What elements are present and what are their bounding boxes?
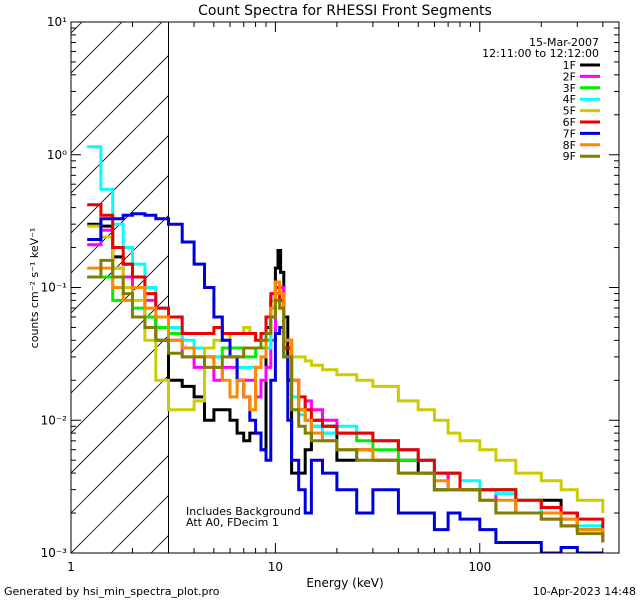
hatch-line	[110, 494, 169, 553]
series-9F	[87, 258, 605, 543]
y-tick-label: 10⁰	[47, 148, 67, 162]
x-tick-label: 10	[268, 560, 283, 574]
legend-label-3F: 3F	[563, 82, 576, 95]
legend-label-4F: 4F	[563, 93, 576, 106]
hatch-line	[71, 22, 163, 114]
annotation-background: Includes Background	[186, 505, 301, 518]
legend-label-5F: 5F	[563, 105, 576, 118]
hatch-line	[71, 94, 169, 194]
legend-label-8F: 8F	[563, 139, 576, 152]
y-tick-label: 10¹	[47, 15, 67, 29]
footer-generator: Generated by hsi_min_spectra_plot.pro	[4, 585, 220, 598]
series-group	[87, 145, 605, 553]
legend-label-1F: 1F	[563, 59, 576, 72]
hatch-line	[71, 214, 169, 314]
legend-label-6F: 6F	[563, 116, 576, 129]
hatch-line	[71, 414, 169, 514]
legend-label-9F: 9F	[563, 150, 576, 163]
x-tick-label: 100	[468, 560, 491, 574]
series-7F	[87, 212, 603, 553]
y-axis: 10⁻³ 10⁻² 10⁻¹ 10⁰ 10¹	[41, 15, 619, 560]
hatch-line	[71, 374, 169, 474]
legend-label-2F: 2F	[563, 70, 576, 83]
y-tick-label: 10⁻¹	[41, 281, 68, 295]
y-axis-label: counts cm⁻² s⁻¹ keV⁻¹	[28, 228, 41, 349]
date-label: 15-Mar-2007	[529, 36, 599, 49]
hatch-line	[71, 174, 169, 274]
series-5F	[87, 224, 605, 513]
x-axis: 1 10 100	[67, 22, 604, 574]
series-3F	[87, 275, 603, 532]
series-1F	[87, 222, 603, 532]
y-tick-label: 10⁻²	[41, 413, 68, 427]
annotation-attenuator: Att A0, FDecim 1	[186, 516, 279, 529]
hatch-line	[71, 22, 123, 74]
footer-timestamp: 10-Apr-2023 14:48	[533, 585, 636, 598]
time-range-label: 12:11:00 to 12:12:00	[482, 47, 599, 60]
legend-label-7F: 7F	[563, 127, 576, 140]
series-6F	[87, 203, 605, 530]
y-tick-label: 10⁻³	[41, 546, 68, 560]
chart-title: Count Spectra for RHESSI Front Segments	[198, 3, 492, 19]
x-tick-label: 1	[67, 560, 75, 574]
x-axis-label: Energy (keV)	[306, 576, 383, 590]
series-2F	[87, 228, 605, 543]
hatch-line	[71, 454, 169, 553]
